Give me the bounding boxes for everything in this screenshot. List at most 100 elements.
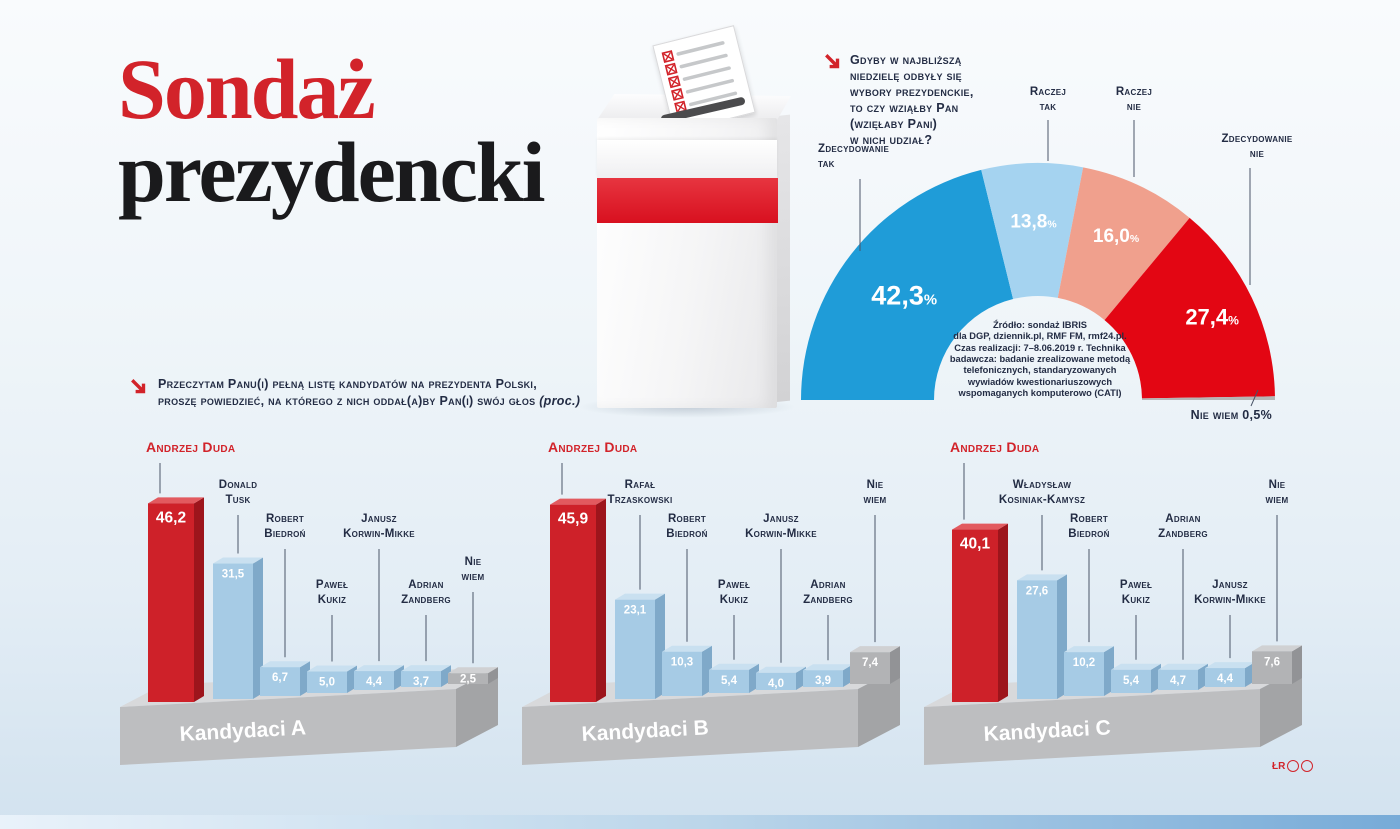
segment-label: Zdecydowanie (818, 143, 889, 155)
checkbox (664, 62, 678, 76)
candidates-question-line1: Przeczytam Panu(i) pełną listę kandydató… (158, 377, 538, 391)
ballot-paper (652, 25, 756, 133)
bar-side (194, 497, 204, 702)
bar-value: 5,0 (319, 677, 335, 689)
x-mark (666, 64, 676, 74)
x-mark (663, 51, 673, 62)
credit: ŁR (1272, 760, 1314, 772)
text-line (679, 53, 728, 69)
bar-top (850, 646, 900, 653)
candidate-label: Adrian (408, 579, 443, 591)
gauge-segment-1 (801, 169, 1014, 400)
source-line: wywiadów kwestionariuszowych (967, 376, 1113, 387)
candidate-label: Robert (1070, 513, 1108, 525)
license-icon (1287, 760, 1300, 772)
turnout-question: Gdyby w najbliższą niedzielę odbyły się … (850, 52, 1045, 148)
candidate-label: Robert (266, 513, 304, 525)
checkbox (667, 75, 681, 89)
x-mark (669, 77, 679, 87)
candidate-label: Paweł (1120, 579, 1152, 591)
ballot-paper-marks (661, 41, 738, 114)
candidate-label: Zandberg (401, 594, 451, 606)
segment-label: nie (1127, 101, 1142, 113)
turnout-question-line: wybory prezydenckie, (850, 85, 974, 99)
segment-label: nie (1250, 148, 1265, 160)
bar-value: 46,2 (156, 509, 186, 526)
candidate-label: Kukiz (1122, 594, 1150, 606)
bar-value: 31,5 (222, 569, 245, 581)
segment-label: Raczej (1030, 86, 1066, 98)
source-line: dla DGP, dziennik.pl, RMF FM, rmf24.pl. (953, 331, 1127, 342)
title-line1: Sondaż (118, 41, 376, 137)
bar-side (253, 557, 263, 699)
bar-value: 10,2 (1073, 657, 1095, 669)
bar-value: 23,1 (624, 605, 647, 617)
bar-side (890, 646, 900, 684)
candidate-label: Biedroń (1068, 528, 1110, 540)
candidate-label: Biedroń (666, 528, 708, 540)
turnout-chart-container: 42,3% 13,8% 16,0% 27,4% Zdecydowanie tak Racze… (760, 40, 1340, 445)
bar-value: 4,4 (366, 676, 383, 688)
source-line: badawcza: badanie zrealizowane metodą (949, 353, 1131, 364)
red-arrow-icon (130, 378, 148, 401)
bar-top (756, 666, 806, 673)
bar-value: 5,4 (721, 675, 738, 687)
bar-top (550, 498, 606, 505)
x-mark (672, 89, 683, 99)
candidate-label: Tusk (225, 494, 250, 506)
candidate-label: Rafał (625, 479, 656, 491)
turnout-question-line: to czy wziąłby Pan (850, 101, 959, 115)
candidate-label: wiem (462, 571, 485, 583)
candidates-chart-b-container: Kandydaci B 45,9 Andrzej Duda 23,1 Rafał Trza… (520, 430, 920, 775)
candidate-label: Nie (465, 556, 482, 568)
bar-5 (756, 672, 796, 690)
source-line: wspomaganych komputerowo (CATI) (958, 387, 1122, 398)
platform-side (858, 667, 900, 747)
bar-value: 6,7 (272, 672, 288, 684)
text-line (685, 78, 735, 94)
bar-top (213, 557, 263, 564)
gauge-segment-4 (1104, 217, 1275, 399)
gauge-segment-5 (1141, 396, 1275, 400)
bar-6 (401, 671, 441, 687)
x-mark (675, 102, 686, 112)
bar-side (998, 523, 1008, 702)
segment-label: Raczej (1116, 86, 1152, 98)
bar-4 (709, 669, 749, 693)
bar-side (596, 498, 606, 702)
turnout-question-line: w nich udział? (850, 133, 933, 147)
bar-value: 4,0 (768, 678, 784, 690)
source-line: Czas realizacji: 7–8.06.2019 r. Technika (954, 342, 1126, 353)
bar-value: 10,3 (671, 657, 693, 669)
candidate-label: Kukiz (318, 594, 346, 606)
bar-top (1064, 646, 1114, 653)
bar-top (307, 665, 357, 672)
turnout-question-line: (wzięłaby Pani) (850, 117, 938, 131)
bar-6 (803, 670, 843, 687)
platform-front (924, 689, 1260, 765)
candidate-label: Biedroń (264, 528, 306, 540)
candidates-chart-c-container: Kandydaci C 40,1 Andrzej Duda 27,6 Władysław… (922, 430, 1322, 775)
source-line: telefonicznych, standaryzowanych (963, 365, 1117, 376)
candidate-label: Andrzej Duda (146, 439, 235, 455)
bar-3 (662, 651, 702, 696)
candidate-label: Kukiz (720, 594, 748, 606)
text-line (689, 91, 738, 107)
candidates-question: Przeczytam Panu(i) pełną listę kandydató… (158, 376, 580, 410)
segment-value: 13,8% (1010, 212, 1056, 233)
bar-5 (1158, 669, 1198, 690)
page-title: Sondaż prezydencki (118, 41, 546, 216)
bar-value: 4,4 (1217, 673, 1234, 685)
text-line (676, 41, 725, 56)
bar-value: 7,6 (1264, 656, 1280, 668)
candidate-label: Adrian (810, 579, 845, 591)
bar-value: 45,9 (558, 511, 589, 528)
bar-6 (1205, 668, 1245, 687)
candidate-label: Zandberg (803, 594, 853, 606)
bar-3 (260, 667, 300, 696)
license-icon (1301, 760, 1314, 772)
bar-top (709, 663, 759, 670)
